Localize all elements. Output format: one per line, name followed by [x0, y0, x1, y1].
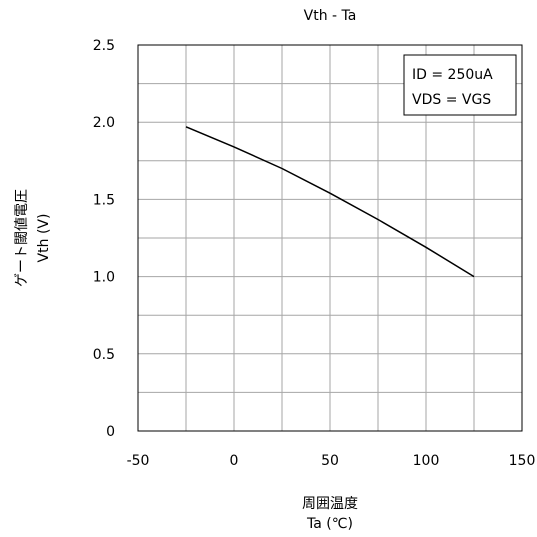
x-tick-label: 100 [413, 453, 440, 469]
y-axis-label: ゲート閾値電圧 Vth (V) [14, 189, 52, 287]
y-tick-label: 0 [106, 424, 115, 440]
legend-box [403, 54, 517, 116]
series [185, 126, 475, 278]
series-line-0 [185, 126, 475, 278]
legend: ID = 250uA VDS = VGS [403, 54, 517, 116]
y-axis-label-line-2: Vth (V) [36, 214, 52, 263]
y-tick-label: 2.0 [93, 115, 115, 131]
chart-title: Vth - Ta [304, 8, 357, 24]
legend-line-vds: VDS = VGS [412, 92, 491, 108]
y-axis-label-line-1: ゲート閾値電圧 [14, 189, 30, 287]
plot-area-border [137, 44, 523, 432]
x-tick-label: 150 [509, 453, 536, 469]
x-axis-label-line-1: 周囲温度 [302, 496, 358, 512]
x-tick-label: 0 [230, 453, 239, 469]
y-tick-label: 1.0 [93, 270, 115, 286]
x-tick-label: 50 [321, 453, 339, 469]
y-tick-label: 1.5 [93, 192, 115, 208]
x-tick-label: -50 [127, 453, 150, 469]
x-axis-label-line-2: Ta (℃) [306, 516, 353, 532]
x-tick-labels: -50 0 50 100 150 [127, 453, 536, 469]
y-tick-label: 0.5 [93, 347, 115, 363]
legend-line-id: ID = 250uA [412, 67, 493, 83]
y-tick-label: 2.5 [93, 38, 115, 54]
y-tick-labels: 0 0.5 1.0 1.5 2.0 2.5 [93, 38, 115, 440]
